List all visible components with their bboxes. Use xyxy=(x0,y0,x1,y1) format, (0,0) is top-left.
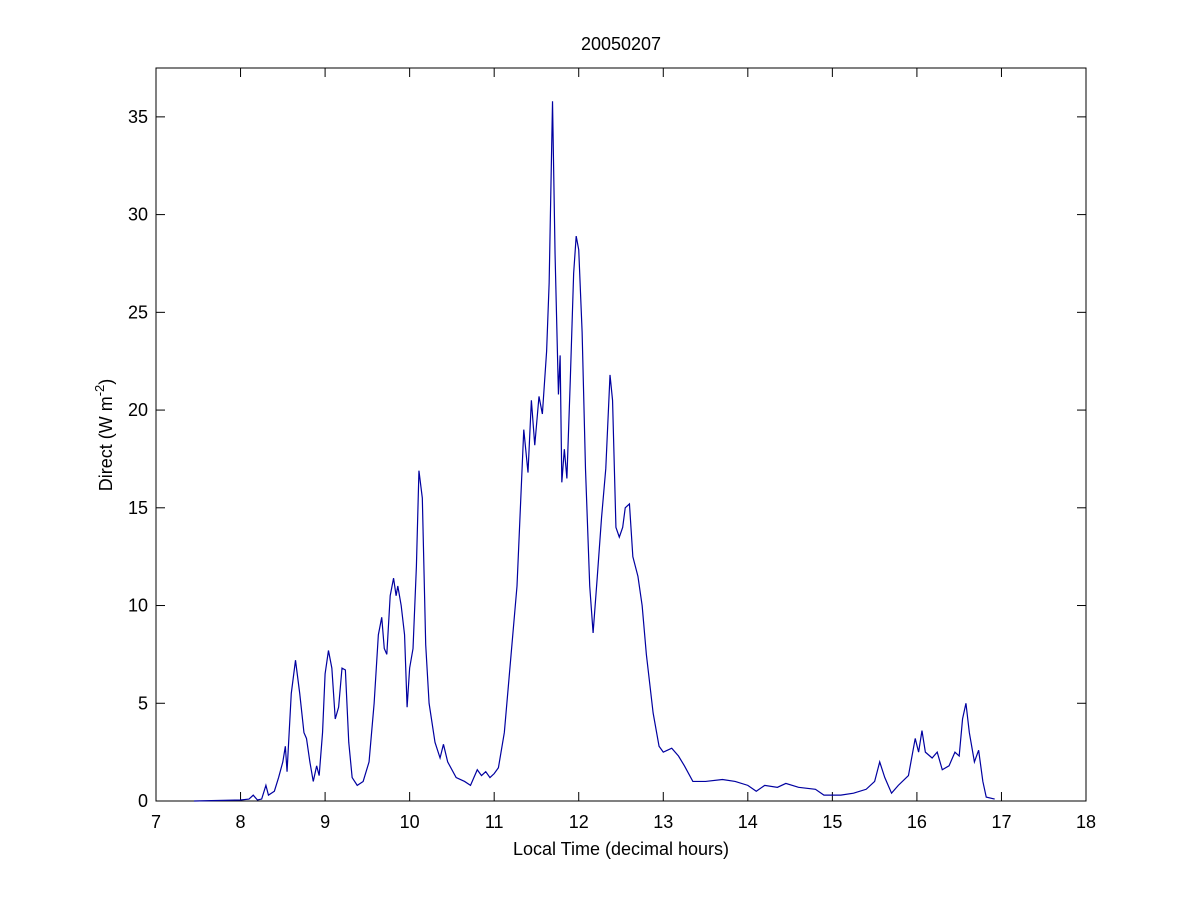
x-tick-label: 14 xyxy=(738,812,758,832)
x-tick-label: 13 xyxy=(653,812,673,832)
y-label-text: Direct (W m xyxy=(96,396,116,491)
x-axis-label: Local Time (decimal hours) xyxy=(513,839,729,859)
x-tick-label: 7 xyxy=(151,812,161,832)
x-tick-label: 10 xyxy=(400,812,420,832)
y-tick-label: 10 xyxy=(128,596,148,616)
y-tick-label: 25 xyxy=(128,302,148,322)
x-tick-label: 11 xyxy=(485,812,504,832)
x-tick-label: 16 xyxy=(907,812,927,832)
y-label-suffix: ) xyxy=(96,379,116,385)
x-tick-label: 8 xyxy=(236,812,246,832)
y-tick-label: 15 xyxy=(128,498,148,518)
x-tick-label: 12 xyxy=(569,812,589,832)
data-line xyxy=(194,101,995,802)
y-tick-label: 20 xyxy=(128,400,148,420)
x-tick-label: 15 xyxy=(822,812,842,832)
chart-title: 20050207 xyxy=(581,34,661,54)
plot-frame xyxy=(155,67,1087,802)
x-tick-label: 9 xyxy=(320,812,330,832)
x-tick-label: 17 xyxy=(991,812,1011,832)
y-axis-label: Direct (W m-2) xyxy=(92,379,116,492)
y-label-superscript: -2 xyxy=(92,385,107,397)
y-tick-label: 0 xyxy=(138,791,148,811)
y-tick-label: 30 xyxy=(128,205,148,225)
y-tick-label: 35 xyxy=(128,107,148,127)
y-tick-label: 5 xyxy=(138,693,148,713)
x-tick-label: 18 xyxy=(1076,812,1096,832)
